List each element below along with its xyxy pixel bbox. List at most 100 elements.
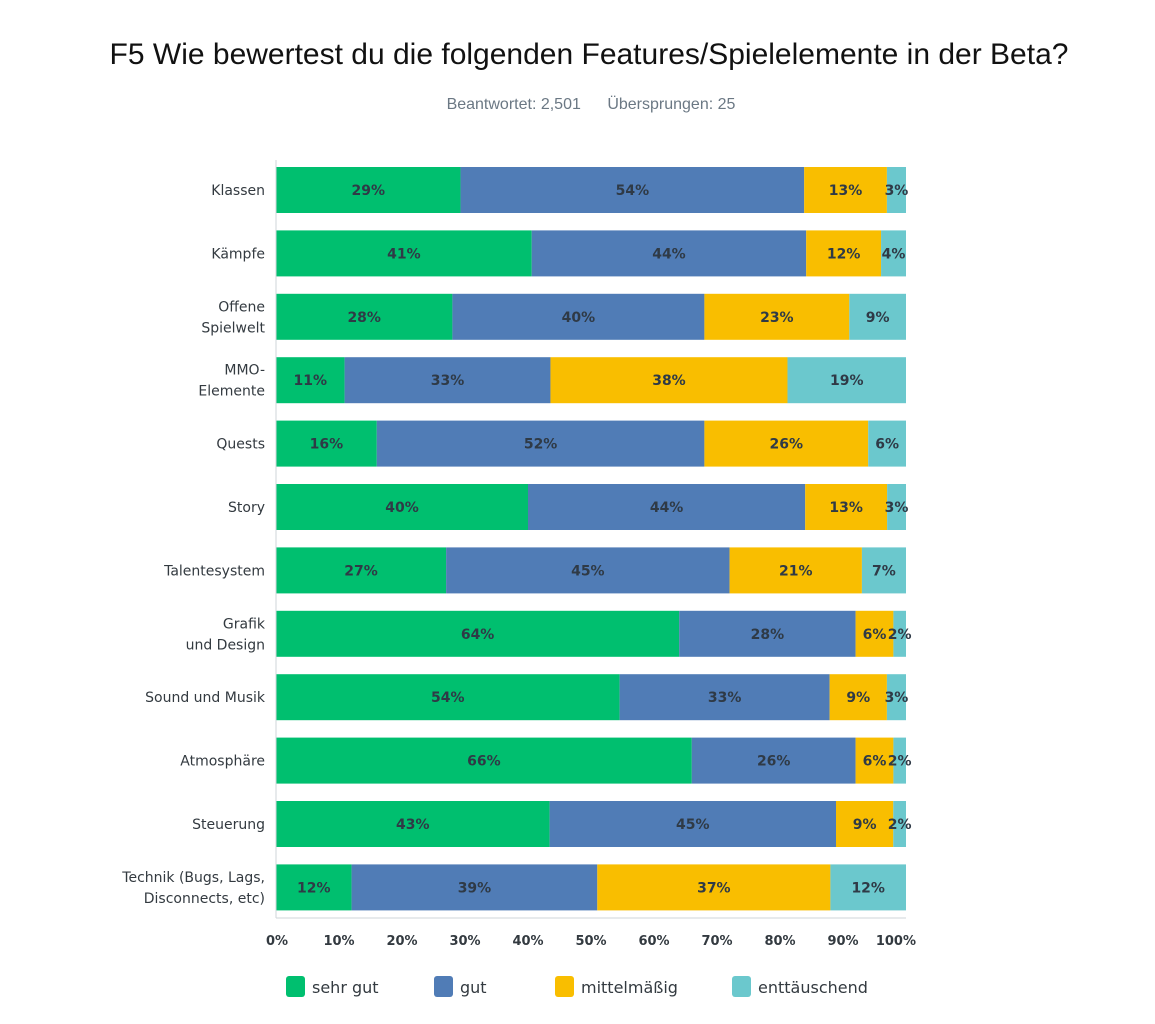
data-label: 54% <box>616 183 650 199</box>
chart-title: F5 Wie bewertest du die folgenden Featur… <box>109 38 1069 71</box>
data-label: 6% <box>863 627 887 643</box>
bar-segment <box>704 420 869 467</box>
bar-segment <box>597 864 831 911</box>
bar-segment <box>830 864 906 911</box>
data-label: 26% <box>770 437 804 453</box>
data-label: 28% <box>347 310 381 326</box>
data-label: 38% <box>652 373 686 389</box>
data-label: 28% <box>751 627 785 643</box>
legend-swatch <box>555 976 574 997</box>
data-label: 12% <box>297 880 331 896</box>
data-label: 37% <box>697 880 731 896</box>
x-tick-label: 20% <box>386 934 417 949</box>
x-tick-label: 10% <box>323 934 354 949</box>
x-tick-label: 30% <box>449 934 480 949</box>
data-label: 64% <box>461 627 495 643</box>
bar-segment <box>446 547 730 594</box>
bar-segment <box>691 737 856 784</box>
bar-segment <box>849 293 906 340</box>
data-label: 12% <box>827 246 861 262</box>
data-label: 21% <box>779 563 813 579</box>
bar-segment <box>276 674 620 721</box>
bar-segment <box>276 547 447 594</box>
bar-segment <box>344 357 551 404</box>
bar-segment <box>276 293 453 340</box>
data-label: 9% <box>853 817 877 833</box>
bar-segment <box>893 801 906 847</box>
data-label: 41% <box>387 246 421 262</box>
legend-label: enttäuschend <box>758 978 868 997</box>
bar-segment <box>806 230 882 277</box>
data-label: 66% <box>467 754 501 770</box>
x-tick-label: 60% <box>638 934 669 949</box>
category-label: Offene <box>218 299 265 315</box>
x-tick-label: 0% <box>266 934 288 949</box>
legend-label: sehr gut <box>312 978 379 997</box>
data-label: 44% <box>650 500 684 516</box>
data-label: 29% <box>352 183 386 199</box>
bar-segment <box>805 484 888 530</box>
x-tick-label: 40% <box>512 934 543 949</box>
data-label: 43% <box>396 817 430 833</box>
category-label: Sound und Musik <box>145 690 266 706</box>
answered-count: Beantwortet: 2,501 <box>446 96 581 113</box>
bar-segment <box>550 357 788 404</box>
bar-segment <box>276 801 550 847</box>
category-label: Disconnects, etc) <box>144 891 265 907</box>
legend-swatch <box>732 976 751 997</box>
data-label: 12% <box>851 880 885 896</box>
category-label: Grafik <box>223 616 266 632</box>
legend-swatch <box>286 976 305 997</box>
bar-segment <box>452 293 705 340</box>
data-label: 16% <box>310 437 344 453</box>
category-label: Quests <box>216 437 265 453</box>
data-label: 11% <box>294 373 328 389</box>
bar-segment <box>619 674 830 721</box>
bar-segment <box>528 484 806 530</box>
bar-segment <box>787 357 906 404</box>
data-label: 19% <box>830 373 864 389</box>
data-label: 4% <box>882 246 906 262</box>
bar-segment <box>276 230 532 277</box>
bar-segment <box>893 610 906 657</box>
bar-segment <box>549 801 836 847</box>
bar-segment <box>276 420 377 467</box>
data-label: 6% <box>863 754 887 770</box>
data-label: 6% <box>875 437 899 453</box>
bar-segment <box>868 420 906 467</box>
data-label: 27% <box>344 563 378 579</box>
bar-segment <box>861 547 906 594</box>
bar-segment <box>804 167 887 213</box>
bar-segment <box>886 167 906 213</box>
data-label: 44% <box>652 246 686 262</box>
category-label: Talentesystem <box>163 563 265 579</box>
x-tick-label: 80% <box>764 934 795 949</box>
x-tick-label: 90% <box>827 934 858 949</box>
data-label: 26% <box>757 754 791 770</box>
data-label: 3% <box>885 183 909 199</box>
bar-segment <box>276 864 352 911</box>
bar-segment <box>276 167 461 213</box>
category-label: Elemente <box>198 384 265 400</box>
data-label: 2% <box>888 627 912 643</box>
bar-segment <box>276 737 692 784</box>
data-label: 40% <box>385 500 419 516</box>
legend-label: mittelmäßig <box>581 978 678 997</box>
category-label: Steuerung <box>192 817 265 833</box>
category-label: MMO- <box>224 363 265 379</box>
data-label: 54% <box>431 690 465 706</box>
data-label: 13% <box>829 500 863 516</box>
bar-segment <box>460 167 805 213</box>
category-label: Kämpfe <box>211 246 265 262</box>
legend-label: gut <box>460 978 487 997</box>
data-label: 7% <box>872 563 896 579</box>
bar-segment <box>679 610 856 657</box>
category-label: und Design <box>186 637 265 653</box>
x-tick-label: 70% <box>701 934 732 949</box>
bar-segment <box>704 293 850 340</box>
category-label: Atmosphäre <box>180 754 265 770</box>
category-label: Technik (Bugs, Lags, <box>121 870 265 886</box>
category-label: Story <box>228 500 265 516</box>
data-label: 33% <box>708 690 742 706</box>
x-tick-label: 50% <box>575 934 606 949</box>
